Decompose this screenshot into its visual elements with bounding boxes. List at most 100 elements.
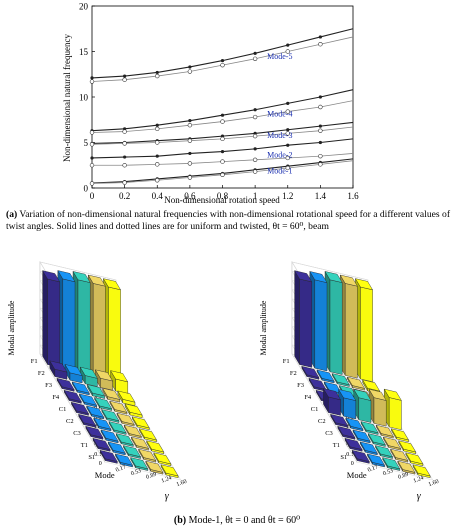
bar-top: [368, 388, 387, 401]
mode-axis-label: Mode: [95, 470, 115, 480]
twisted-point: [285, 131, 290, 136]
bar-top: [146, 440, 165, 453]
floor-gridline: [356, 461, 433, 481]
bar-top: [94, 369, 114, 382]
uniform-point: [253, 51, 257, 55]
twisted-point: [122, 77, 127, 82]
bar-top: [367, 433, 386, 446]
bar-front: [92, 283, 106, 379]
uniform-point: [286, 143, 290, 147]
gamma-tick-label: 0.89: [397, 472, 409, 481]
series-line-uniform: [91, 89, 354, 132]
uniform-point: [123, 74, 127, 78]
twisted-point: [155, 126, 160, 132]
series-group: Mode-5 Mode-4 Mode-3 Mode-2 Mode-1: [89, 28, 354, 186]
bar-top: [57, 270, 76, 283]
bar-top: [71, 381, 90, 394]
bar-top: [108, 421, 127, 434]
twisted-point: [155, 73, 160, 79]
uniform-point: [188, 119, 192, 123]
bar-top: [78, 413, 97, 426]
twisted-point: [285, 165, 290, 171]
gamma-axis-label: γ: [165, 491, 170, 502]
bar-top: [63, 389, 82, 402]
bar-top: [49, 360, 68, 373]
y-tick-label: 5: [84, 138, 89, 148]
mode-tick-label: C1: [59, 406, 67, 413]
bar-top: [102, 387, 121, 400]
bar-top: [352, 429, 371, 442]
x-axis-label: Non-dimensional rotation speed: [164, 195, 280, 205]
mode-tick-label: F1: [31, 358, 38, 365]
uniform-point: [318, 35, 322, 39]
gamma-tick-label: 1.60: [176, 479, 188, 488]
gamma-tick-label: 0.53: [382, 468, 394, 477]
gamma-tick-label: 0.89: [145, 472, 157, 481]
z-tick-label: 0: [351, 461, 354, 467]
twisted-point: [318, 128, 323, 133]
bar-front: [299, 278, 312, 368]
bar-top: [360, 421, 379, 434]
bar-top: [330, 413, 349, 426]
z-axis-label: Modal amplitude: [7, 300, 16, 355]
bar-top: [87, 274, 106, 287]
twisted-point: [318, 104, 323, 110]
bar-front: [314, 279, 328, 372]
twisted-point: [220, 172, 225, 178]
x-tick-label: 0: [90, 191, 95, 201]
twisted-point: [187, 123, 193, 128]
x-tick-label: 0.2: [119, 191, 130, 201]
twisted-point: [318, 42, 323, 47]
bar-side: [42, 269, 48, 366]
bar-top: [93, 417, 112, 430]
twisted-point: [122, 180, 127, 185]
y-axis-label: Non-dimensional natural frequency: [62, 34, 72, 162]
uniform-point: [155, 154, 159, 158]
twisted-point: [318, 153, 323, 159]
bar-top: [42, 270, 61, 283]
bar-top: [405, 452, 424, 465]
uniform-point: [220, 59, 225, 63]
twisted-point: [285, 155, 290, 161]
caption-a-tag: (a): [6, 209, 18, 220]
uniform-point: [123, 155, 127, 159]
bar-top: [79, 366, 98, 379]
x-tick-label: 0.8: [217, 191, 229, 201]
bar-top: [337, 425, 356, 438]
bar-top: [94, 397, 113, 410]
twisted-point: [252, 169, 258, 174]
bar-top: [56, 377, 75, 390]
uniform-point: [188, 151, 192, 156]
twisted-point: [122, 141, 127, 146]
mode-label: Mode-3: [267, 131, 292, 140]
bar-front: [358, 397, 372, 423]
uniform-point: [155, 70, 159, 75]
bar-top: [322, 388, 342, 401]
bar-front: [373, 397, 387, 427]
mode-axis-label: Mode: [347, 470, 367, 480]
bar-top: [331, 373, 350, 386]
bar-top: [72, 271, 91, 283]
bar-top: [116, 412, 135, 425]
modal-amplitude-charts: 00.10.20.30.40.50.60.70.80.91F1F2F3F4C1C…: [7, 260, 440, 502]
twisted-point: [285, 49, 290, 54]
bar-top: [114, 453, 134, 466]
twisted-point: [252, 133, 258, 139]
twisted-point: [155, 162, 160, 167]
bar-top: [383, 388, 402, 401]
bar-top: [85, 425, 104, 438]
series-line-uniform: [91, 28, 354, 79]
z-tick-label: 0: [99, 461, 102, 467]
floor-gridline: [39, 353, 106, 463]
mode-tick-label: F1: [283, 358, 290, 365]
floor-gridline: [291, 353, 358, 463]
figure-a-caption: (a) Variation of non-dimensional natural…: [6, 209, 468, 233]
uniform-point: [286, 128, 290, 132]
gamma-tick-label: 0.53: [130, 468, 142, 477]
bar-top: [115, 433, 134, 446]
bar-front: [77, 279, 91, 375]
y-tick-label: 20: [79, 2, 89, 12]
gamma-tick-label: 0.17: [367, 464, 379, 473]
mode-tick-label: C2: [318, 418, 326, 425]
x-tick-label: 0.6: [184, 191, 196, 201]
